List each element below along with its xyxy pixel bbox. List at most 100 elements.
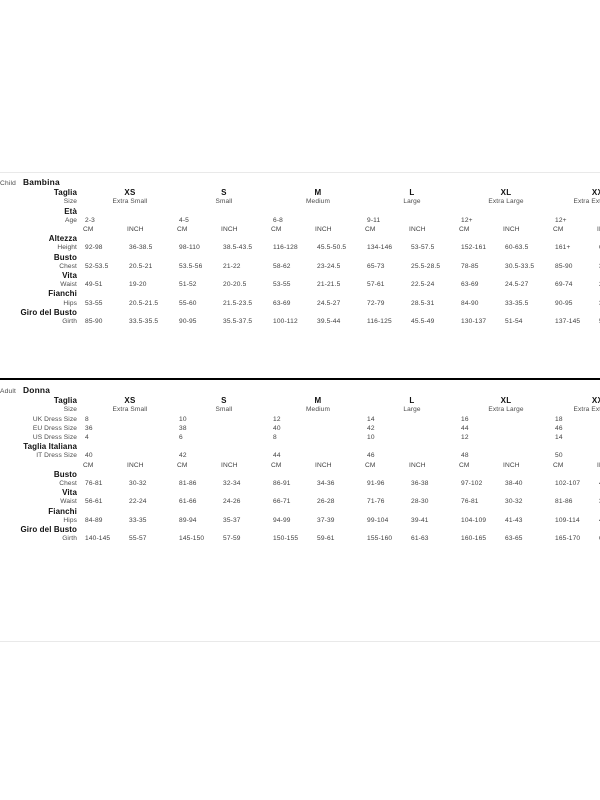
adult-size-abbr-xs: XS — [124, 396, 136, 406]
child-girth-cm-m: 100-112 — [273, 318, 298, 326]
adult-unit-inch-s: INCH — [221, 461, 238, 469]
adult-eu-dress-size-row: EU Dress Size 36 38 40 42 44 46 — [0, 424, 600, 433]
child-height-inch-s: 38.5-43.5 — [223, 244, 253, 252]
child-category-row: Child Bambina — [0, 177, 600, 188]
adult-hips-inch-xl: 41-43 — [505, 516, 523, 524]
child-category-en: Child — [0, 180, 17, 187]
adult-size-col-xs: XS Extra Small — [83, 396, 177, 414]
adult-us-value-xxl: 14 — [555, 434, 563, 442]
adult-unit-inch-xl: INCH — [503, 461, 520, 469]
adult-waist-inch-s: 24-26 — [223, 498, 241, 506]
adult-unit-cm-xxl: CM — [553, 461, 564, 469]
adult-girth-cm-xs: 140-145 — [85, 535, 111, 543]
child-measure-label-hips: Fianchi Hips — [0, 289, 83, 307]
adult-girth-cm-l: 155-160 — [367, 535, 393, 543]
adult-size-abbr-xl: XL — [500, 396, 512, 406]
child-size-full-xxl: Extra Extra Large — [573, 198, 600, 206]
adult-hips-inch-xs: 33-35 — [129, 516, 147, 524]
child-hips-cm-l: 72-79 — [367, 299, 385, 307]
adult-girth-inch-m: 59-61 — [317, 535, 335, 543]
adult-waist-inch-xl: 30-32 — [505, 498, 523, 506]
adult-measure-label-hips: Fianchi Hips — [0, 507, 83, 525]
child-chest-inch-xl: 30.5-33.5 — [505, 262, 535, 270]
child-measure-label-height: Altezza Height — [0, 234, 83, 252]
child-size-full-xl: Extra Large — [488, 198, 524, 206]
table-divider — [0, 378, 600, 380]
adult-size-full-m: Medium — [305, 406, 331, 414]
child-girth-inch-xl: 51-54 — [505, 318, 523, 326]
child-girth-cm-xl: 130-137 — [461, 318, 487, 326]
child-size-table: Child Bambina Taglia Size XS Extra Small … — [0, 177, 600, 326]
adult-size-header-label: Taglia Size — [0, 396, 83, 414]
adult-eu-value-l: 42 — [367, 424, 375, 432]
adult-chest-cm-xl: 97-102 — [461, 480, 483, 488]
adult-category-it: Donna — [23, 385, 51, 395]
child-girth-cm-xxl: 137-145 — [555, 318, 581, 326]
adult-size-col-xxl: XXL Extra Extra Large — [553, 396, 600, 414]
adult-it-dress-size-row: Taglia Italiana IT Dress Size 40 42 44 4… — [0, 442, 600, 460]
child-age-value-m: 6-8 — [273, 216, 283, 224]
adult-measure-label-it-hips: Fianchi — [48, 506, 77, 516]
adult-waist-inch-m: 26-28 — [317, 498, 335, 506]
child-age-value-l: 9-11 — [367, 216, 381, 224]
child-size-col-m: M Medium — [271, 188, 365, 206]
child-measure-row-height: Altezza Height 92-98 36-38.5 98-110 38.5… — [0, 234, 600, 252]
adult-unit-inch-xs: INCH — [127, 461, 144, 469]
child-measure-label-en-chest: Chest — [59, 262, 77, 270]
adult-waist-inch-l: 28-30 — [411, 498, 429, 506]
adult-eu-value-s: 38 — [179, 424, 187, 432]
adult-hips-inch-s: 35-37 — [223, 516, 241, 524]
child-size-label-en: Size — [63, 198, 77, 206]
child-category-cell: Child Bambina — [0, 177, 600, 188]
child-waist-cm-xl: 63-69 — [461, 281, 479, 289]
adult-girth-cm-xl: 160-165 — [461, 535, 487, 543]
adult-waist-cm-l: 71-76 — [367, 498, 385, 506]
adult-unit-header-row: CM INCH CM INCH CM INCH CM INCH CM INCH … — [0, 461, 600, 470]
adult-unit-cm-s: CM — [177, 461, 188, 469]
child-girth-cm-s: 90-95 — [179, 318, 197, 326]
adult-measure-label-chest: Busto Chest — [0, 470, 83, 488]
adult-size-full-xs: Extra Small — [112, 406, 148, 414]
adult-unit-cm-xs: CM — [83, 461, 94, 469]
child-unit-inch-xs: INCH — [127, 226, 144, 234]
child-height-cm-xs: 92-98 — [85, 244, 103, 252]
child-size-col-s: S Small — [177, 188, 271, 206]
child-hips-cm-s: 55-60 — [179, 299, 197, 307]
adult-us-value-xs: 4 — [85, 434, 89, 442]
child-size-abbr-xs: XS — [124, 188, 136, 198]
child-height-cm-xxl: 161+ — [555, 244, 571, 252]
adult-it-dress-size-label-it: Taglia Italiana — [23, 442, 77, 452]
adult-us-value-m: 8 — [273, 434, 277, 442]
child-measure-label-en-girth: Girth — [62, 318, 77, 326]
adult-eu-value-xxl: 46 — [555, 424, 563, 432]
adult-waist-cm-xs: 56-61 — [85, 498, 103, 506]
child-measure-label-it-hips: Fianchi — [48, 289, 77, 299]
child-girth-inch-xs: 33.5-35.5 — [129, 318, 159, 326]
child-unit-cm-l: CM — [365, 226, 376, 234]
child-age-label: Età Age — [0, 207, 83, 225]
child-height-inch-l: 53-57.5 — [411, 244, 435, 252]
child-height-inch-m: 45.5-50.5 — [317, 244, 347, 252]
adult-measure-row-chest: Busto Chest 76-81 30-32 81-86 32-34 86-9… — [0, 470, 600, 488]
child-unit-cm-m: CM — [271, 226, 282, 234]
adult-waist-inch-xs: 22-24 — [129, 498, 147, 506]
child-height-cm-l: 134-146 — [367, 244, 393, 252]
adult-hips-cm-xl: 104-109 — [461, 516, 487, 524]
adult-size-header-row: Taglia Size XS Extra Small S Small M Med… — [0, 396, 600, 414]
child-height-cm-m: 116-128 — [273, 244, 298, 252]
child-height-cm-xl: 152-161 — [461, 244, 487, 252]
adult-chest-inch-xl: 38-40 — [505, 480, 523, 488]
top-hairline — [0, 172, 600, 173]
adult-unit-cm-l: CM — [365, 461, 376, 469]
adult-it-value-l: 46 — [367, 452, 375, 460]
child-hips-inch-m: 24.5-27 — [317, 299, 341, 307]
adult-measure-label-it-waist: Vita — [62, 488, 77, 498]
adult-it-value-m: 44 — [273, 452, 281, 460]
adult-size-label-it: Taglia — [53, 396, 77, 406]
adult-it-value-s: 42 — [179, 452, 187, 460]
child-hips-cm-xl: 84-90 — [461, 299, 479, 307]
child-age-row: Età Age 2-3 4-5 6-8 9-11 12+ 12+ — [0, 207, 600, 225]
child-unit-inch-s: INCH — [221, 226, 238, 234]
child-waist-inch-l: 22.5-24 — [411, 281, 435, 289]
adult-girth-cm-s: 145-150 — [179, 535, 205, 543]
